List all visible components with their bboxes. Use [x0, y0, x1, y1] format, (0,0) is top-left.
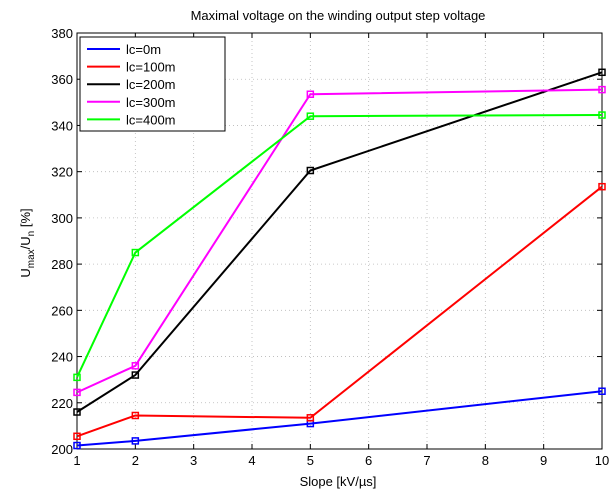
series-line	[76, 88, 603, 394]
plot-frame	[76, 32, 603, 450]
y-label-sub-n: n	[26, 231, 37, 237]
x-axis-label: Slope [kV/µs]	[300, 474, 377, 489]
data-point	[598, 182, 606, 191]
x-tick-label: 3	[190, 453, 197, 468]
data-point	[598, 387, 606, 395]
data-point	[131, 437, 140, 445]
x-axis: 1 2 3 4 5 6 7 8 9 10	[73, 33, 609, 468]
data-point	[73, 432, 81, 441]
x-tick-label: 1	[73, 453, 80, 468]
legend-label: lc=300m	[126, 95, 176, 110]
data-point	[306, 414, 315, 422]
chart-title: Maximal voltage on the winding output st…	[191, 8, 486, 23]
series-line	[76, 390, 603, 447]
series-lc=200m	[73, 68, 606, 416]
data-point	[73, 388, 81, 397]
x-tick-label: 9	[540, 453, 547, 468]
y-label-main: U	[18, 268, 33, 277]
data-point	[73, 373, 81, 382]
x-tick-label: 2	[132, 453, 139, 468]
series-lc=300m	[73, 85, 606, 397]
legend-item: lc=0m	[87, 42, 161, 57]
series-layer	[73, 68, 606, 450]
legend-label: lc=100m	[126, 60, 176, 75]
data-point	[306, 112, 315, 120]
x-tick-label: 7	[423, 453, 430, 468]
x-tick-label: 4	[248, 453, 255, 468]
y-tick-label: 240	[51, 350, 73, 365]
y-tick-label: 300	[51, 211, 73, 226]
legend-item: lc=400m	[87, 112, 176, 127]
data-point	[73, 408, 81, 416]
data-point	[598, 85, 606, 94]
series-line	[76, 71, 603, 413]
y-tick-label: 380	[51, 26, 73, 41]
x-tick-label: 5	[307, 453, 314, 468]
data-point	[131, 411, 140, 420]
data-point	[131, 248, 140, 257]
data-point	[306, 166, 315, 175]
grid	[77, 33, 602, 449]
x-tick-label: 8	[482, 453, 489, 468]
series-lc=100m	[73, 182, 606, 441]
legend-item: lc=200m	[87, 77, 176, 92]
y-label-mid: /U	[18, 236, 33, 249]
y-axis: 200 220 240 260 280 300 320 340 360 380	[51, 26, 602, 457]
data-point	[598, 68, 606, 77]
series-lc=0m	[73, 387, 606, 450]
y-tick-label: 340	[51, 118, 73, 133]
x-tick-label: 6	[365, 453, 372, 468]
legend-label: lc=400m	[126, 112, 176, 127]
legend-label: lc=0m	[126, 42, 161, 57]
y-label-unit: [%]	[18, 208, 33, 230]
data-point	[598, 111, 606, 119]
y-tick-label: 280	[51, 257, 73, 272]
data-point	[73, 441, 81, 450]
y-tick-label: 260	[51, 303, 73, 318]
y-label-sub-max: max	[26, 249, 37, 268]
y-tick-label: 200	[51, 442, 73, 457]
legend-label: lc=200m	[126, 77, 176, 92]
series-lc=400m	[73, 111, 606, 382]
data-point	[306, 90, 315, 98]
x-tick-label: 10	[595, 453, 609, 468]
y-tick-label: 220	[51, 396, 73, 411]
legend: lc=0m lc=100m lc=200m lc=300m lc=400m	[79, 36, 226, 132]
y-axis-label: Umax/Un [%]	[18, 208, 37, 277]
legend-item: lc=100m	[87, 60, 176, 75]
y-tick-label: 320	[51, 165, 73, 180]
data-point	[131, 362, 140, 370]
legend-item: lc=300m	[87, 95, 176, 110]
y-tick-label: 360	[51, 72, 73, 87]
series-line	[76, 185, 603, 438]
series-line	[76, 114, 603, 378]
data-point	[131, 371, 140, 379]
